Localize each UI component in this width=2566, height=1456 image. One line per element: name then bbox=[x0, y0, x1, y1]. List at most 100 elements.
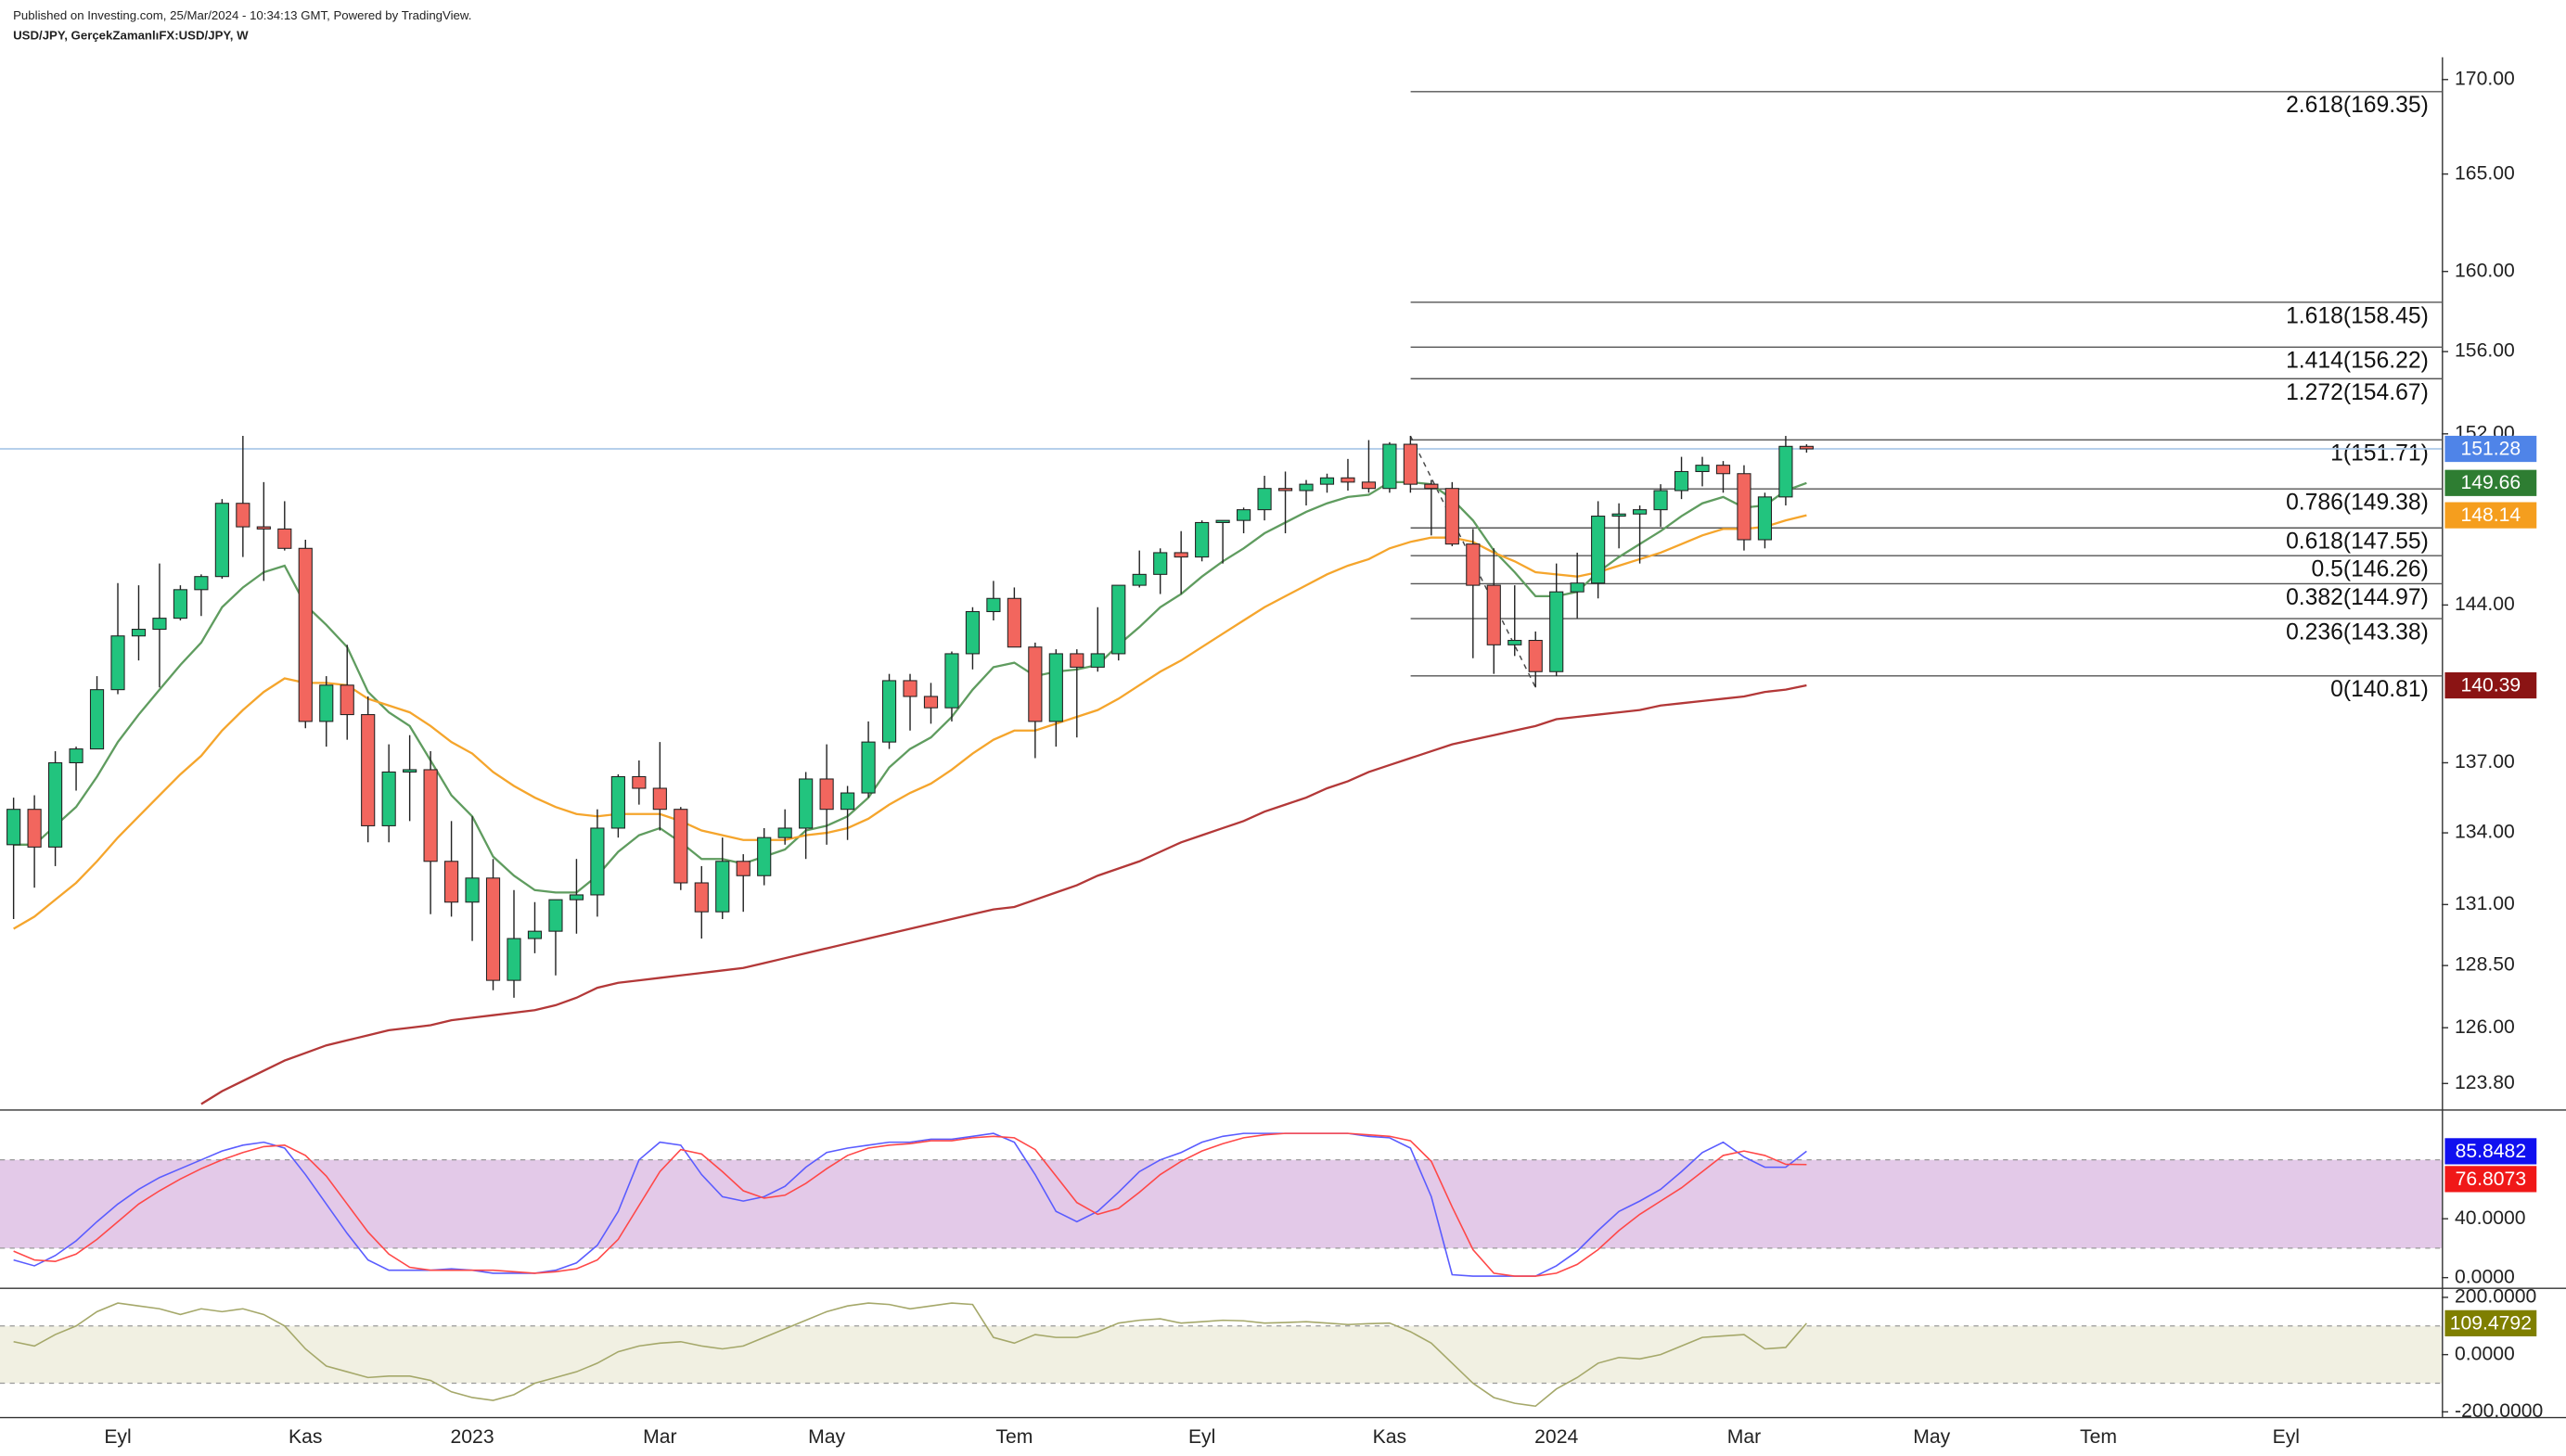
value-badge-label: 76.8073 bbox=[2456, 1169, 2526, 1190]
y-tick-label: 131.00 bbox=[2455, 893, 2515, 914]
fib-label: 0.382(144.97) bbox=[2286, 585, 2429, 610]
candle-body bbox=[1591, 516, 1606, 584]
candle-body bbox=[1257, 488, 1272, 511]
indicator-band bbox=[0, 1325, 2442, 1384]
candle-body bbox=[1048, 653, 1063, 722]
x-tick-label: Eyl bbox=[2273, 1426, 2300, 1448]
y-tick-label: 170.00 bbox=[2455, 68, 2515, 89]
value-badge-label: 85.8482 bbox=[2456, 1141, 2526, 1162]
candle-body bbox=[1132, 573, 1147, 586]
candle-body bbox=[1799, 445, 1814, 450]
axes: Eyl Kas 2023 Mar May Tem Eyl Kas 2024 Mar May Tem Ey… bbox=[104, 68, 2543, 1448]
candle-body bbox=[1341, 477, 1355, 483]
candle-body bbox=[1549, 591, 1564, 672]
candle-body bbox=[1633, 509, 1648, 515]
y-tick-label: 200.0000 bbox=[2455, 1286, 2536, 1308]
candle-body bbox=[1444, 488, 1459, 545]
backgrounds bbox=[0, 1159, 2442, 1385]
candle-body bbox=[652, 787, 667, 811]
indicator-band bbox=[0, 1159, 2442, 1248]
fib-label: 1.618(158.45) bbox=[2286, 303, 2429, 328]
y-tick-label: 160.00 bbox=[2455, 260, 2515, 281]
candle-body bbox=[485, 877, 501, 981]
candle-body bbox=[1299, 483, 1314, 492]
value-badge bbox=[2444, 469, 2537, 496]
candle-body bbox=[799, 778, 814, 829]
candle-body bbox=[1361, 481, 1377, 490]
x-tick-label: 2023 bbox=[451, 1426, 494, 1448]
candle-body bbox=[1277, 488, 1293, 492]
candle-body bbox=[944, 653, 959, 709]
candle-body bbox=[6, 809, 21, 846]
published-note: Published on Investing.com, 25/Mar/2024 … bbox=[13, 8, 471, 22]
value-badge bbox=[2444, 671, 2537, 699]
candle-body bbox=[131, 629, 147, 637]
candle-body bbox=[819, 778, 834, 811]
y-tick-label: 134.00 bbox=[2455, 822, 2515, 843]
x-tick-label: Tem bbox=[2080, 1426, 2117, 1448]
candle-body bbox=[736, 861, 751, 876]
candle-body bbox=[1528, 639, 1543, 672]
candle-body bbox=[298, 547, 313, 722]
candle-body bbox=[861, 741, 876, 794]
fib-label: 1.414(156.22) bbox=[2286, 349, 2429, 374]
candle-body bbox=[1195, 521, 1210, 558]
candle-body bbox=[444, 861, 459, 903]
candle-body bbox=[1070, 653, 1084, 668]
x-tick-label: May bbox=[808, 1426, 845, 1448]
fib-label: 0.786(149.38) bbox=[2286, 491, 2429, 516]
candle-body bbox=[1215, 519, 1230, 523]
y-tick-label: 144.00 bbox=[2455, 594, 2515, 615]
y-tick-label: 0.0000 bbox=[2455, 1266, 2515, 1287]
candle-body bbox=[152, 618, 167, 631]
candle-body bbox=[256, 526, 271, 530]
candle-body bbox=[1424, 483, 1439, 490]
candle-body bbox=[277, 528, 292, 549]
x-tick-label: Eyl bbox=[1188, 1426, 1215, 1448]
x-tick-label: Mar bbox=[643, 1426, 676, 1448]
fib-label: 1.272(154.67) bbox=[2286, 380, 2429, 405]
candle-body bbox=[674, 809, 688, 884]
y-tick-label: 40.0000 bbox=[2455, 1207, 2525, 1229]
candle-body bbox=[923, 696, 939, 709]
candle-body bbox=[236, 503, 250, 528]
candle-body bbox=[840, 792, 855, 811]
candle-body bbox=[48, 761, 63, 848]
candle-body bbox=[777, 827, 792, 838]
symbol-title: USD/JPY, GerçekZamanlıFX:USD/JPY, W bbox=[13, 28, 249, 42]
candle-body bbox=[319, 684, 334, 722]
y-tick-label: 0.0000 bbox=[2455, 1343, 2515, 1364]
candle-body bbox=[1737, 473, 1751, 541]
value-badge bbox=[2444, 1138, 2537, 1165]
y-tick-label: 156.00 bbox=[2455, 340, 2515, 362]
y-tick-label: 137.00 bbox=[2455, 751, 2515, 773]
candle-body bbox=[1508, 639, 1522, 645]
candle-body bbox=[361, 714, 376, 826]
indicator-line bbox=[13, 1132, 1807, 1277]
y-tick-label: -200.0000 bbox=[2455, 1400, 2543, 1422]
x-tick-label: Kas bbox=[1373, 1426, 1406, 1448]
fib-label: 0(140.81) bbox=[2330, 677, 2429, 702]
y-tick-label: 165.00 bbox=[2455, 162, 2515, 184]
candle-body bbox=[381, 771, 396, 826]
fib-label: 0.5(146.26) bbox=[2312, 557, 2429, 582]
candle-body bbox=[632, 775, 647, 789]
candle-body bbox=[465, 877, 480, 903]
candle-body bbox=[110, 635, 125, 691]
candle-body bbox=[1007, 597, 1021, 648]
candle-body bbox=[1174, 552, 1188, 558]
value-badge-label: 149.66 bbox=[2460, 472, 2521, 493]
candle-body bbox=[1486, 584, 1501, 645]
x-tick-label: Eyl bbox=[104, 1426, 131, 1448]
candle-body bbox=[1090, 653, 1105, 668]
value-badge-label: 109.4792 bbox=[2450, 1312, 2532, 1334]
candle-body bbox=[1674, 470, 1689, 492]
fib-label: 0.618(147.55) bbox=[2286, 530, 2429, 555]
fib-label: 1(151.71) bbox=[2330, 441, 2429, 466]
indicator-line bbox=[13, 1302, 1807, 1408]
candle-body bbox=[548, 899, 563, 932]
candle-body bbox=[1319, 477, 1335, 485]
x-tick-label: 2024 bbox=[1534, 1426, 1578, 1448]
